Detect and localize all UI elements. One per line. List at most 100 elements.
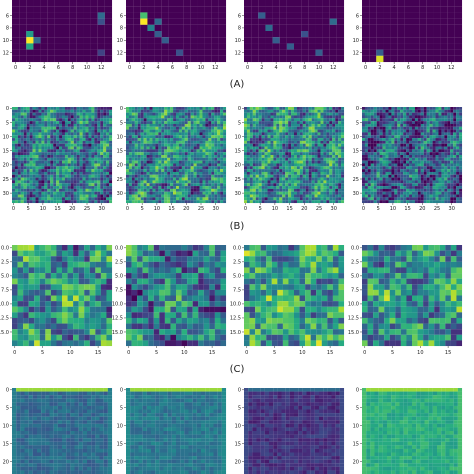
heatmap-cell (128, 126, 132, 130)
heatmap-cell (217, 109, 221, 113)
heatmap-cell (364, 123, 368, 127)
heatmap-cell (373, 115, 377, 119)
heatmap-cell (370, 138, 374, 141)
heatmap-cell (134, 174, 138, 178)
heatmap-cell (73, 163, 77, 167)
heatmap-cell (305, 194, 309, 198)
heatmap-cell (447, 37, 455, 44)
heatmap-cell (91, 194, 95, 198)
heatmap-cell (311, 126, 315, 130)
heatmap-cell (100, 183, 104, 187)
heatmap-cell (173, 143, 177, 147)
heatmap-cell (202, 200, 206, 204)
heatmap-cell (426, 126, 430, 130)
heatmap-cell (196, 171, 200, 175)
heatmap-cell (364, 118, 368, 122)
heatmap-cell (29, 146, 33, 150)
heatmap-cell (199, 132, 203, 136)
heatmap-cell (272, 55, 280, 63)
heatmap-cell (97, 12, 105, 19)
heatmap-cell (450, 169, 454, 172)
heatmap-cell (404, 18, 413, 25)
heatmap-cell (56, 107, 60, 110)
heatmap-cell (456, 143, 460, 147)
heatmap-cell (388, 112, 392, 116)
x-tick-label: 30 (213, 206, 219, 212)
heatmap-cell (286, 49, 295, 56)
x-tick-label: 2 (142, 65, 145, 71)
heatmap-cell (161, 191, 165, 195)
heatmap-cell (376, 143, 380, 147)
heatmap-cell (406, 123, 410, 127)
heatmap-cell (205, 160, 209, 164)
heatmap-cell (204, 0, 212, 7)
heatmap-cell (308, 191, 312, 195)
heatmap-cell (282, 169, 286, 172)
heatmap-cell (435, 112, 439, 116)
heatmap-cell (100, 169, 104, 172)
heatmap-cell (12, 135, 15, 139)
heatmap-cell (412, 146, 415, 150)
heatmap-cell (97, 132, 101, 136)
heatmap-cell (217, 177, 221, 181)
heatmap-cell (161, 37, 169, 44)
heatmap-cell (109, 107, 113, 110)
heatmap-cell (270, 123, 274, 127)
heatmap-cell (444, 118, 448, 122)
heatmap-cell (53, 160, 57, 164)
heatmap-cell (252, 166, 256, 170)
heatmap-cell (193, 194, 197, 198)
heatmap-cell (279, 146, 283, 150)
heatmap-cell (35, 109, 39, 113)
heatmap-cell (126, 6, 134, 13)
heatmap-cell (320, 163, 324, 167)
heatmap-cell (291, 140, 295, 144)
heatmap-cell (196, 183, 200, 187)
heatmap-cell (20, 132, 24, 136)
heatmap-cell (394, 146, 398, 150)
heatmap-cell (323, 107, 327, 110)
y-tick-label: 6 (6, 13, 9, 19)
heatmap-cell (220, 115, 224, 119)
heatmap-cell (373, 118, 377, 122)
heatmap-cell (302, 118, 306, 122)
heatmap-cell (103, 174, 107, 178)
heatmap-cell (161, 115, 165, 119)
heatmap-cell (199, 191, 203, 195)
heatmap-cell (208, 169, 212, 172)
heatmap-cell (267, 149, 271, 153)
heatmap-cell (26, 188, 30, 192)
heatmap-cell (376, 152, 380, 156)
heatmap-cell (264, 152, 268, 156)
heatmap-cell (261, 186, 265, 189)
heatmap-cell (459, 135, 463, 139)
heatmap-cell (270, 180, 274, 184)
heatmap-cell (29, 194, 33, 198)
heatmap-cell (341, 188, 345, 192)
heatmap-cell (35, 143, 39, 147)
heatmap-cell (341, 123, 345, 127)
heatmap-cell (178, 152, 182, 156)
heatmap-cell (44, 155, 48, 158)
heatmap-cell (258, 143, 262, 147)
heatmap-cell (252, 109, 256, 113)
heatmap-cell (59, 126, 63, 130)
heatmap-cell (258, 135, 262, 139)
heatmap-cell (323, 169, 327, 172)
heatmap-cell (109, 177, 113, 181)
heatmap-cell (364, 115, 368, 119)
heatmap-cell (20, 180, 24, 184)
heatmap-cell (170, 163, 174, 167)
heatmap-cell (94, 197, 98, 201)
heatmap-cell (217, 180, 221, 184)
heatmap-cell (161, 177, 165, 181)
heatmap-cell (285, 121, 289, 124)
heatmap-cell (103, 109, 107, 113)
heatmap-cell (152, 138, 156, 141)
heatmap-cell (214, 123, 218, 127)
heatmap-cell (432, 126, 436, 130)
heatmap-cell (64, 169, 68, 172)
heatmap-cell (338, 107, 342, 110)
heatmap-cell (82, 197, 86, 201)
heatmap-cell (267, 188, 271, 192)
